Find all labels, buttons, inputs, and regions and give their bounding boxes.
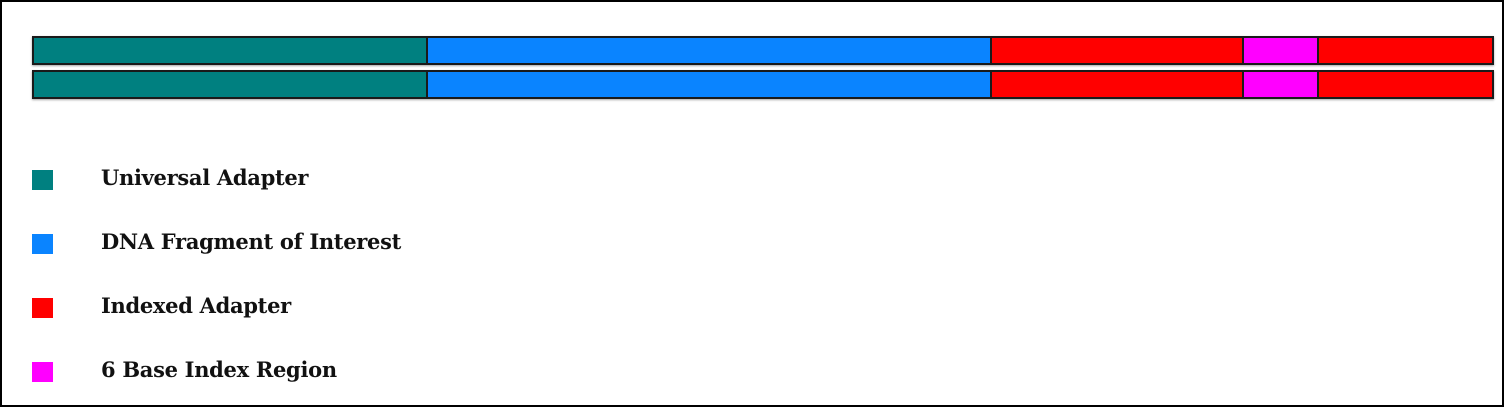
legend-label: Indexed Adapter xyxy=(101,293,291,318)
legend-item-indexed-adapter: Indexed Adapter xyxy=(32,288,632,328)
segment-universal-adapter xyxy=(34,72,426,97)
legend-item-universal-adapter: Universal Adapter xyxy=(32,160,632,200)
legend-label: DNA Fragment of Interest xyxy=(101,229,402,254)
dna-strand-top xyxy=(32,36,1494,65)
legend-item-dna-fragment: DNA Fragment of Interest xyxy=(32,224,632,264)
swatch-universal-adapter xyxy=(32,170,53,190)
dna-strand-bottom xyxy=(32,70,1494,99)
segment-index-region xyxy=(1241,38,1318,63)
swatch-indexed-adapter xyxy=(32,298,53,318)
segment-indexed-adapter xyxy=(990,72,1242,97)
segment-dna-fragment xyxy=(425,38,991,63)
segment-indexed-adapter xyxy=(1317,72,1492,97)
segment-indexed-adapter xyxy=(990,38,1242,63)
segment-universal-adapter xyxy=(34,38,426,63)
legend-label: Universal Adapter xyxy=(101,165,309,190)
segment-index-region xyxy=(1241,72,1318,97)
swatch-index-region xyxy=(32,362,53,382)
legend-label: 6 Base Index Region xyxy=(101,357,337,382)
legend-item-index-region: 6 Base Index Region xyxy=(32,352,632,392)
segment-indexed-adapter xyxy=(1317,38,1492,63)
segment-dna-fragment xyxy=(425,72,991,97)
swatch-dna-fragment xyxy=(32,234,53,254)
